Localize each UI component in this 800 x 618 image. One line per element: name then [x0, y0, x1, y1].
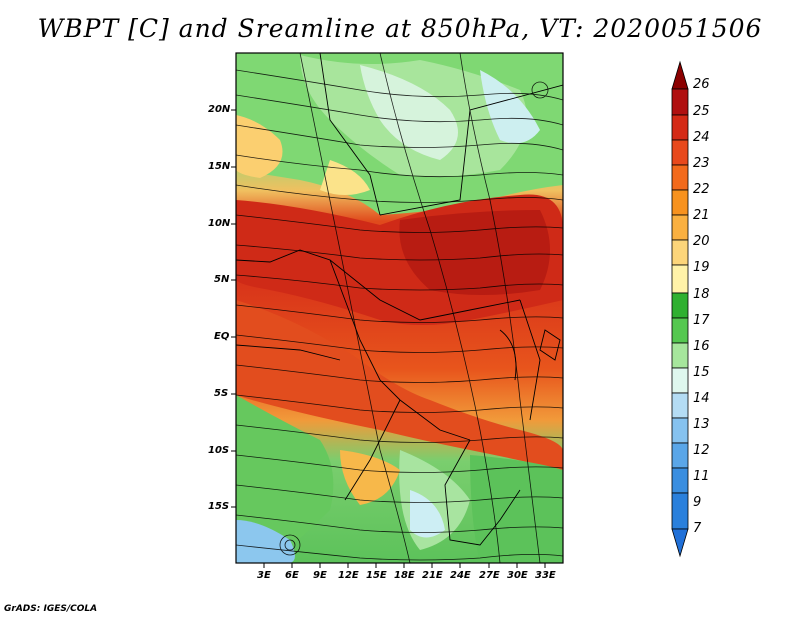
colorbar-label: 13	[693, 417, 710, 432]
colorbar-label: 14	[693, 391, 710, 406]
colorbar-label: 23	[693, 156, 710, 171]
colorbar-label: 12	[693, 443, 710, 458]
wbpt-field	[236, 53, 563, 563]
colorbar-top-triangle	[671, 60, 689, 90]
lat-label: 5S	[214, 388, 229, 399]
lon-label: 21E	[422, 570, 443, 581]
lat-label: 5N	[214, 274, 230, 285]
lon-label: 33E	[535, 570, 556, 581]
lat-tick-marks	[231, 109, 236, 508]
lon-label: 15E	[366, 570, 387, 581]
lon-label: 9E	[313, 570, 327, 581]
map-title: WBPT [C] and Sreamline at 850hPa, VT: 20…	[37, 14, 763, 43]
colorbar-label: 19	[693, 260, 710, 275]
lat-label: 10N	[208, 218, 231, 229]
colorbar-label: 16	[693, 339, 710, 354]
colorbar-label: 26	[693, 77, 710, 92]
colorbar-label: 7	[693, 521, 702, 536]
lon-label: 30E	[507, 570, 528, 581]
lon-label: 24E	[450, 570, 471, 581]
colorbar-label: 18	[693, 287, 710, 302]
colorbar-label: 22	[693, 182, 710, 197]
colorbar	[671, 60, 689, 558]
lon-label: 27E	[479, 570, 500, 581]
colorbar-label: 25	[693, 104, 710, 119]
colorbar-label: 17	[693, 313, 710, 328]
colorbar-label: 15	[693, 365, 710, 380]
footer-credit: GrADS: IGES/COLA	[4, 604, 98, 614]
lon-label: 18E	[394, 570, 415, 581]
colorbar-label: 21	[693, 208, 710, 223]
lat-label: 10S	[208, 445, 230, 456]
lat-label: 15S	[208, 501, 230, 512]
colorbar-label: 11	[693, 469, 710, 484]
colorbar-label: 9	[693, 495, 702, 510]
lat-label: EQ	[214, 331, 230, 342]
colorbar-label: 20	[693, 234, 710, 249]
lat-label: 20N	[208, 104, 231, 115]
colorbar-label: 24	[693, 130, 710, 145]
lat-label: 15N	[208, 161, 231, 172]
colorbar-bottom-triangle	[671, 528, 689, 558]
plot-frame	[235, 52, 564, 564]
lon-label: 6E	[285, 570, 299, 581]
lon-label: 12E	[338, 570, 359, 581]
lon-label: 3E	[257, 570, 271, 581]
lon-tick-marks	[263, 563, 546, 568]
